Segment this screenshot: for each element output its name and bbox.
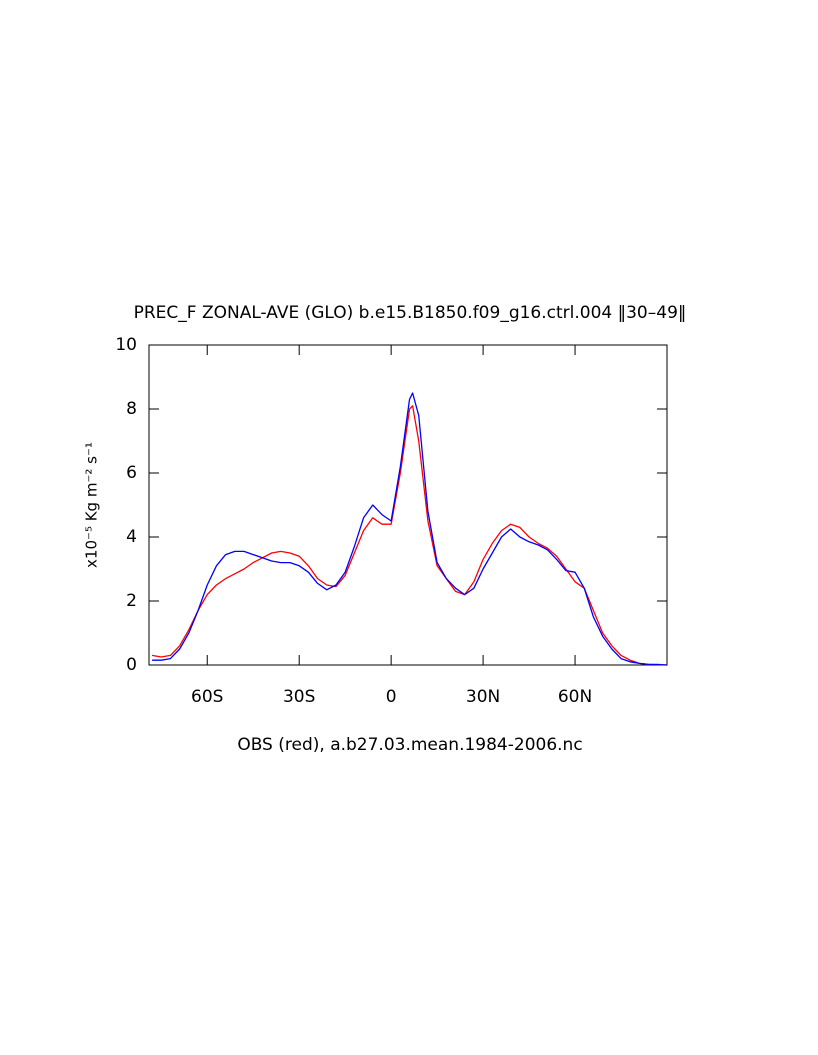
x-tick-label: 60S [191,687,223,707]
x-tick-label: 60N [558,687,592,707]
y-tick-label: 8 [126,399,137,419]
chart-title: PREC_F ZONAL-AVE (GLO) b.e15.B1850.f09_g… [134,303,687,323]
x-tick-label: 30S [283,687,315,707]
y-tick-label: 6 [126,463,137,483]
y-tick-label: 4 [126,527,137,547]
y-tick-label: 10 [115,335,137,355]
series-line [152,392,668,666]
series-line [151,405,668,666]
x-tick-label: 0 [386,687,397,707]
caption: OBS (red), a.b27.03.mean.1984-2006.nc [237,735,582,755]
y-tick-label: 0 [126,655,137,675]
plot-frame [148,344,668,666]
y-axis-label: x10⁻⁵ Kg m⁻² s⁻¹ [83,442,101,568]
x-tick-label: 30N [466,687,500,707]
y-tick-label: 2 [126,591,137,611]
